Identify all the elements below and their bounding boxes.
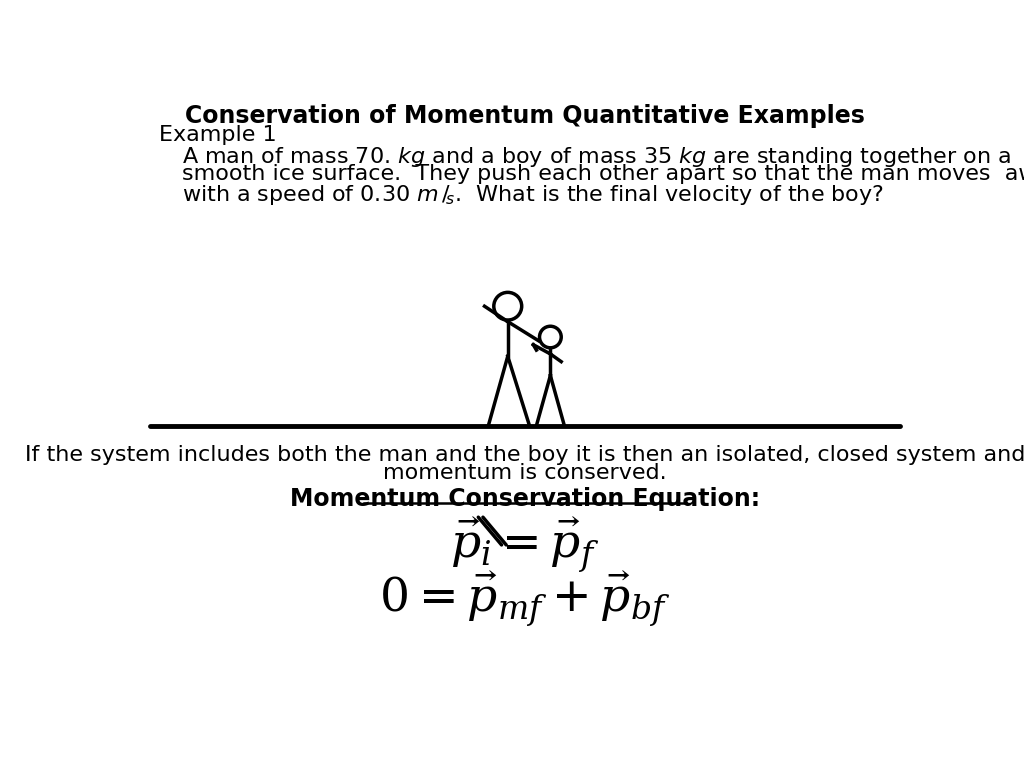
Text: with a speed of 0.30 $\mathit{m}\,/\!_{\mathit{s}}$.  What is the final velocity: with a speed of 0.30 $\mathit{m}\,/\!_{\… xyxy=(182,183,885,207)
Text: A man of mass 70. $\mathit{kg}$ and a boy of mass 35 $\mathit{kg}$ are standing : A man of mass 70. $\mathit{kg}$ and a bo… xyxy=(182,144,1012,168)
Text: Example 1: Example 1 xyxy=(159,125,276,145)
Text: If the system includes both the man and the boy it is then an isolated, closed s: If the system includes both the man and … xyxy=(25,445,1024,465)
Text: smooth ice surface.  They push each other apart so that the man moves  away: smooth ice surface. They push each other… xyxy=(182,164,1024,184)
Text: Conservation of Momentum Quantitative Examples: Conservation of Momentum Quantitative Ex… xyxy=(185,104,864,128)
Text: $0 = \vec{p}_{mf} + \vec{p}_{bf}$: $0 = \vec{p}_{mf} + \vec{p}_{bf}$ xyxy=(379,570,671,629)
Text: momentum is conserved.: momentum is conserved. xyxy=(383,462,667,482)
Text: $\vec{p}_{i} = \vec{p}_{f}$: $\vec{p}_{i} = \vec{p}_{f}$ xyxy=(450,515,600,574)
Text: Momentum Conservation Equation:: Momentum Conservation Equation: xyxy=(290,487,760,511)
